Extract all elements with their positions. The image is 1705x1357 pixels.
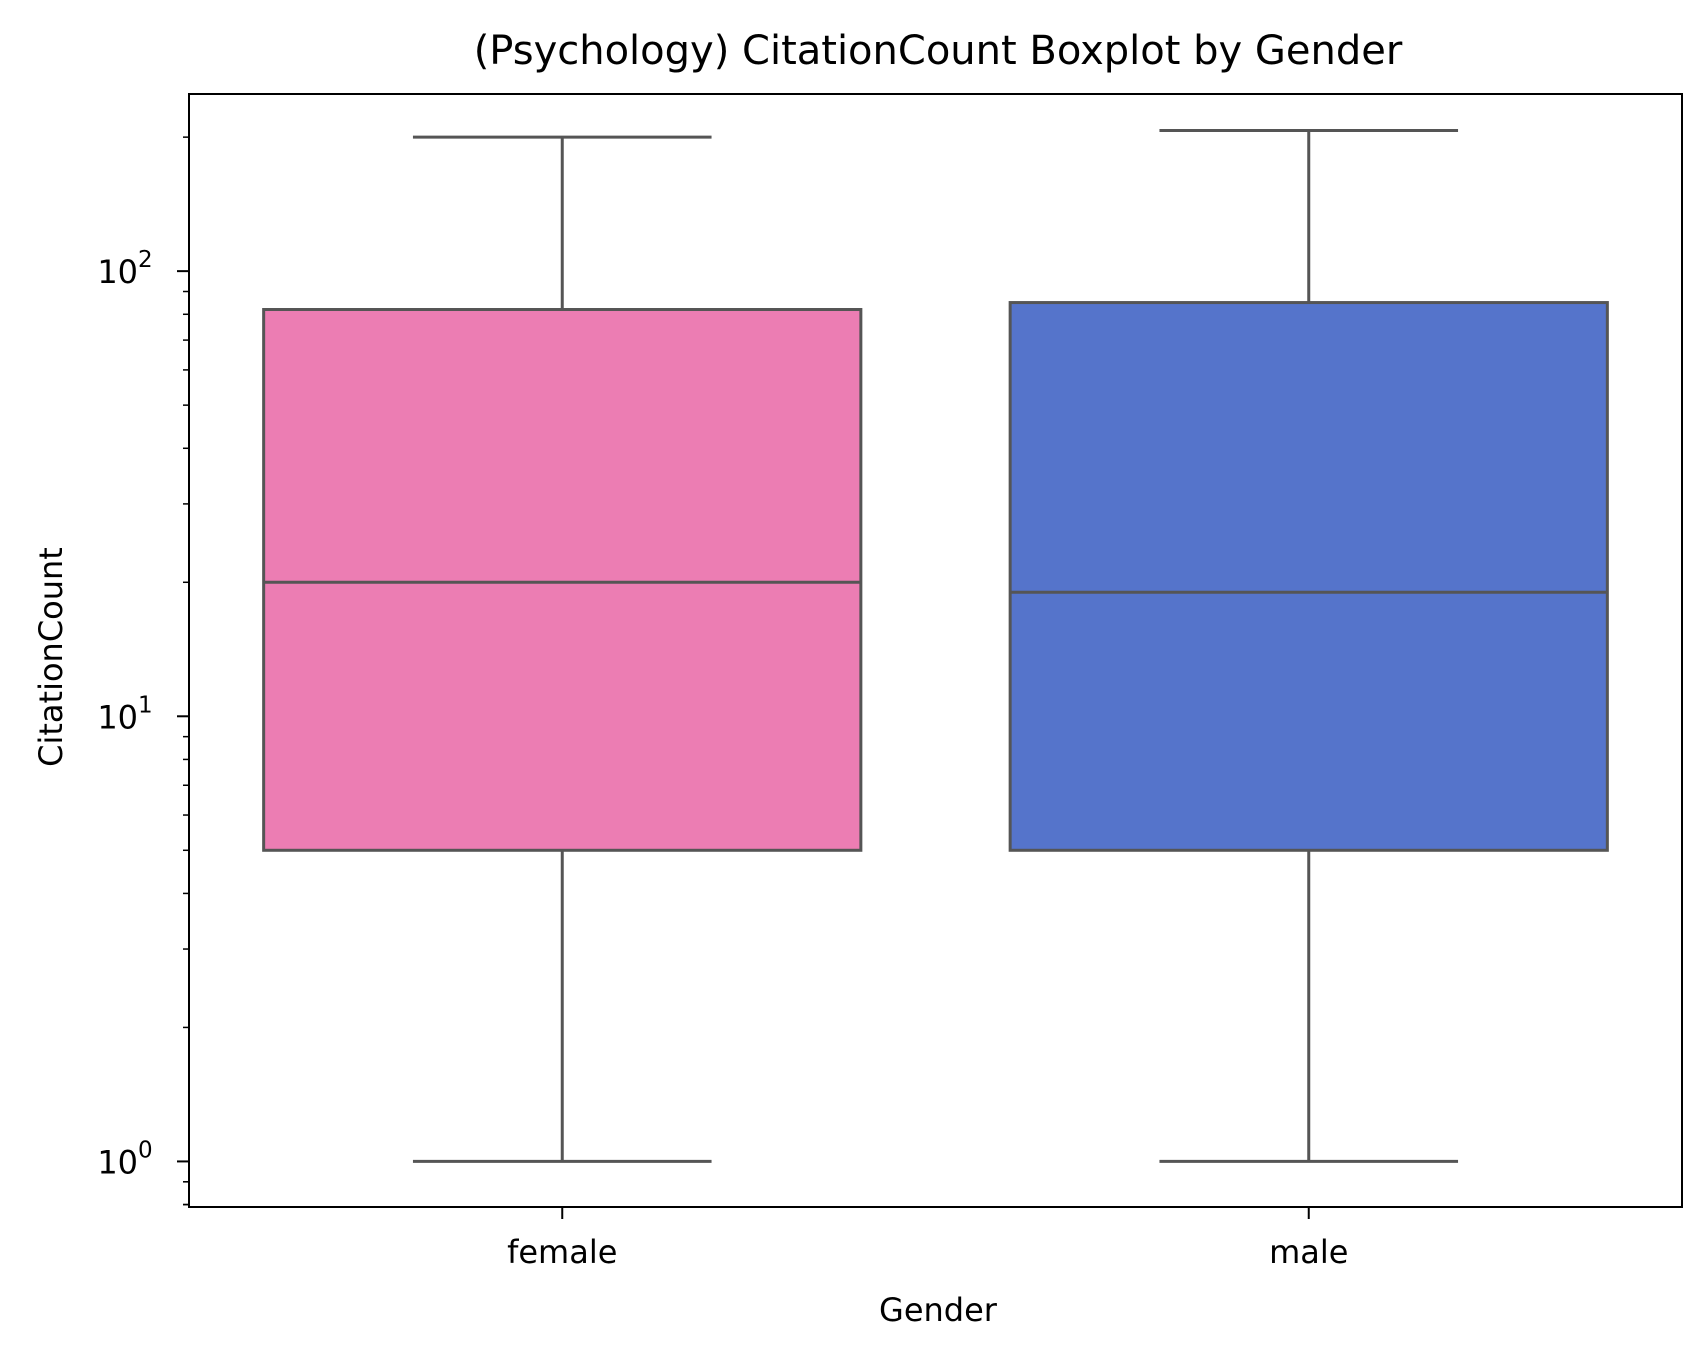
plot-area: 100 101 102 female male bbox=[97, 93, 1683, 1271]
box-male bbox=[1008, 301, 1609, 852]
x-axis-label: Gender bbox=[879, 1291, 998, 1329]
y-tick-label: 102 bbox=[97, 247, 152, 291]
y-tick-label: 100 bbox=[97, 1137, 152, 1181]
x-tick-label-male: male bbox=[1269, 1233, 1348, 1271]
y-axis-label: CitationCount bbox=[32, 547, 70, 767]
box-female bbox=[262, 308, 863, 852]
plot-frame bbox=[188, 93, 1683, 1208]
chart-title: (Psychology) CitationCount Boxplot by Ge… bbox=[474, 28, 1403, 74]
x-tick-label-female: female bbox=[507, 1233, 617, 1271]
y-tick-label: 101 bbox=[97, 692, 152, 736]
